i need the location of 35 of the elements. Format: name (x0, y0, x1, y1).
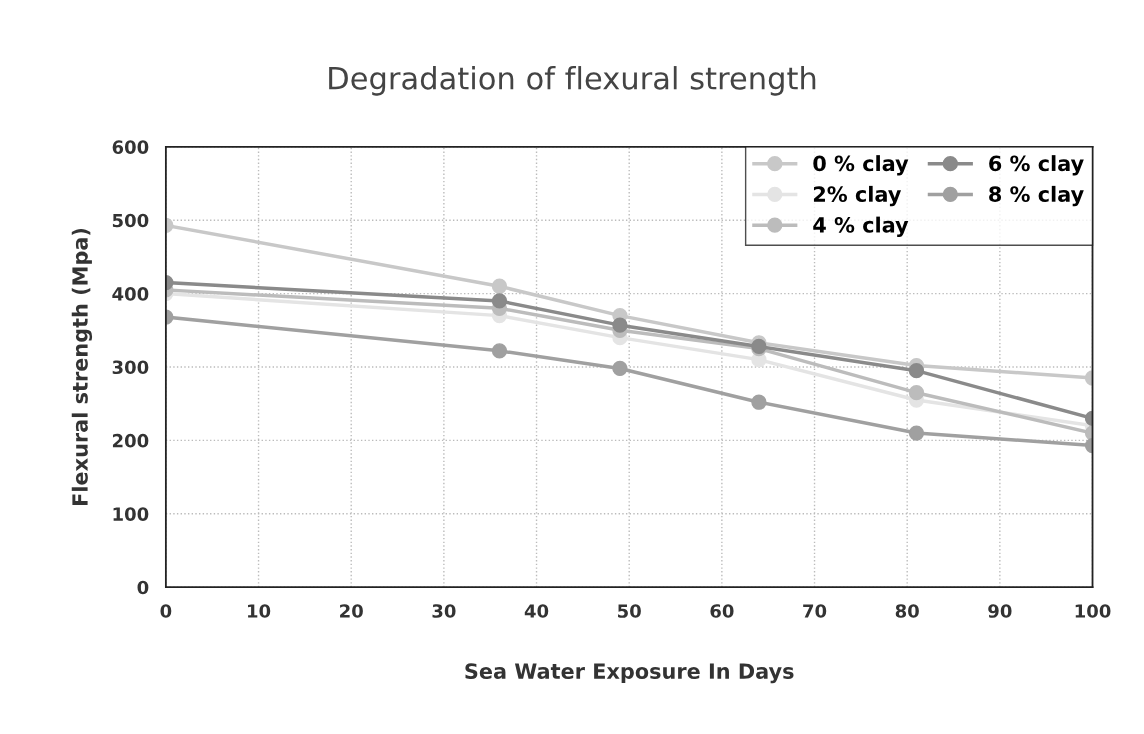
y-tick-label: 200 (112, 433, 149, 448)
point (491, 293, 508, 309)
x-tick-label: 30 (432, 604, 456, 618)
point (908, 363, 925, 379)
legend-label: 4 % clay (813, 216, 909, 237)
x-tick-label: 90 (988, 604, 1012, 618)
legend-label: 8 % clay (989, 185, 1084, 207)
y-tick-label: 100 (113, 507, 149, 521)
point (612, 360, 628, 377)
point (908, 425, 925, 441)
point (491, 343, 508, 359)
legend-label: 6 % clay (989, 155, 1084, 176)
x-tick-label: 80 (895, 604, 919, 618)
chart-title: Degradation of flexural strength (329, 66, 816, 96)
y-axis-title: Flexural strength (Mpa) (71, 228, 93, 505)
y-tick-label: 0 (137, 580, 149, 595)
x-tick-label: 40 (524, 604, 549, 618)
x-tick-label: 70 (803, 604, 827, 618)
x-tick-label: 50 (618, 604, 641, 618)
point (612, 317, 628, 333)
y-tick-label: 500 (112, 213, 149, 228)
x-axis-title: Sea Water Exposure In Days (465, 663, 794, 684)
point (908, 385, 925, 401)
x-tick-label: 10 (248, 604, 271, 618)
x-tick-label: 60 (710, 604, 734, 618)
x-tick-label: 100 (1075, 604, 1111, 618)
point (751, 394, 767, 410)
x-tick-label: 0 (160, 604, 172, 618)
legend-label: 2% clay (813, 185, 902, 207)
y-tick-label: 300 (112, 360, 149, 375)
legend-label: 0 % clay (813, 155, 909, 176)
y-tick-label: 400 (112, 287, 149, 301)
y-tick-label: 600 (112, 140, 149, 154)
point (491, 278, 508, 294)
x-tick-label: 20 (340, 604, 363, 618)
